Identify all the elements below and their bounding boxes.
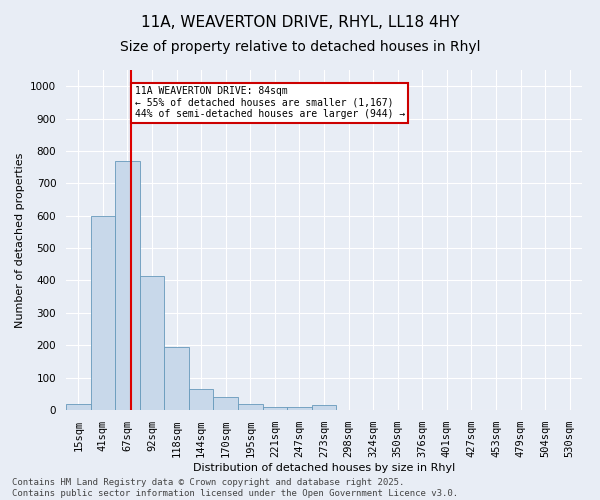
Bar	[66, 404, 91, 410]
Text: 11A, WEAVERTON DRIVE, RHYL, LL18 4HY: 11A, WEAVERTON DRIVE, RHYL, LL18 4HY	[141, 15, 459, 30]
Bar	[189, 389, 214, 410]
Bar	[312, 405, 336, 410]
Bar	[140, 276, 164, 410]
Text: 11A WEAVERTON DRIVE: 84sqm
← 55% of detached houses are smaller (1,167)
44% of s: 11A WEAVERTON DRIVE: 84sqm ← 55% of deta…	[135, 86, 405, 120]
Bar	[238, 404, 263, 410]
Bar	[91, 216, 115, 410]
Text: Contains HM Land Registry data © Crown copyright and database right 2025.
Contai: Contains HM Land Registry data © Crown c…	[12, 478, 458, 498]
Bar	[263, 407, 287, 410]
Bar	[214, 397, 238, 410]
Bar	[115, 160, 140, 410]
Bar	[287, 407, 312, 410]
Y-axis label: Number of detached properties: Number of detached properties	[14, 152, 25, 328]
X-axis label: Distribution of detached houses by size in Rhyl: Distribution of detached houses by size …	[193, 463, 455, 473]
Bar	[164, 347, 189, 410]
Text: Size of property relative to detached houses in Rhyl: Size of property relative to detached ho…	[120, 40, 480, 54]
